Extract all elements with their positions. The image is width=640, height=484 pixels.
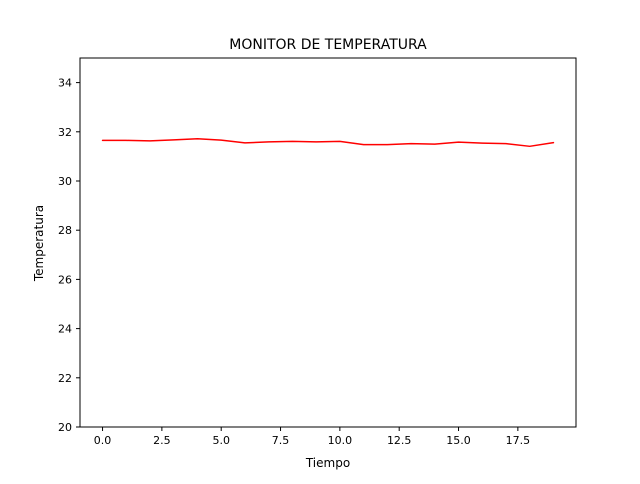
x-axis: 0.0 2.5 5.0 7.5 10.0 12.5 15.0 17.5 bbox=[94, 427, 530, 447]
y-axis-label: Temperatura bbox=[32, 205, 46, 282]
x-tick-label: 7.5 bbox=[272, 434, 290, 447]
y-tick-label: 28 bbox=[58, 224, 72, 237]
x-tick-label: 17.5 bbox=[506, 434, 531, 447]
y-tick-label: 30 bbox=[58, 175, 72, 188]
x-tick-label: 5.0 bbox=[212, 434, 230, 447]
x-tick-label: 2.5 bbox=[153, 434, 171, 447]
chart-title: MONITOR DE TEMPERATURA bbox=[229, 37, 427, 53]
y-tick-label: 22 bbox=[58, 372, 72, 385]
x-tick-label: 0.0 bbox=[94, 434, 112, 447]
plot-frame bbox=[79, 57, 577, 428]
x-tick-label: 10.0 bbox=[328, 434, 353, 447]
x-axis-label: Tiempo bbox=[305, 456, 350, 470]
y-tick-label: 20 bbox=[58, 421, 72, 434]
y-tick-label: 24 bbox=[58, 323, 72, 336]
series-layer bbox=[101, 137, 555, 148]
y-tick-label: 26 bbox=[58, 273, 72, 286]
x-tick-label: 12.5 bbox=[387, 434, 412, 447]
temperature-series-line bbox=[101, 137, 555, 148]
y-tick-label: 32 bbox=[58, 126, 72, 139]
plot-area bbox=[79, 57, 577, 428]
x-tick-label: 15.0 bbox=[446, 434, 471, 447]
y-tick-label: 34 bbox=[58, 77, 72, 90]
y-axis: 20 22 24 26 28 30 32 34 bbox=[58, 77, 80, 434]
